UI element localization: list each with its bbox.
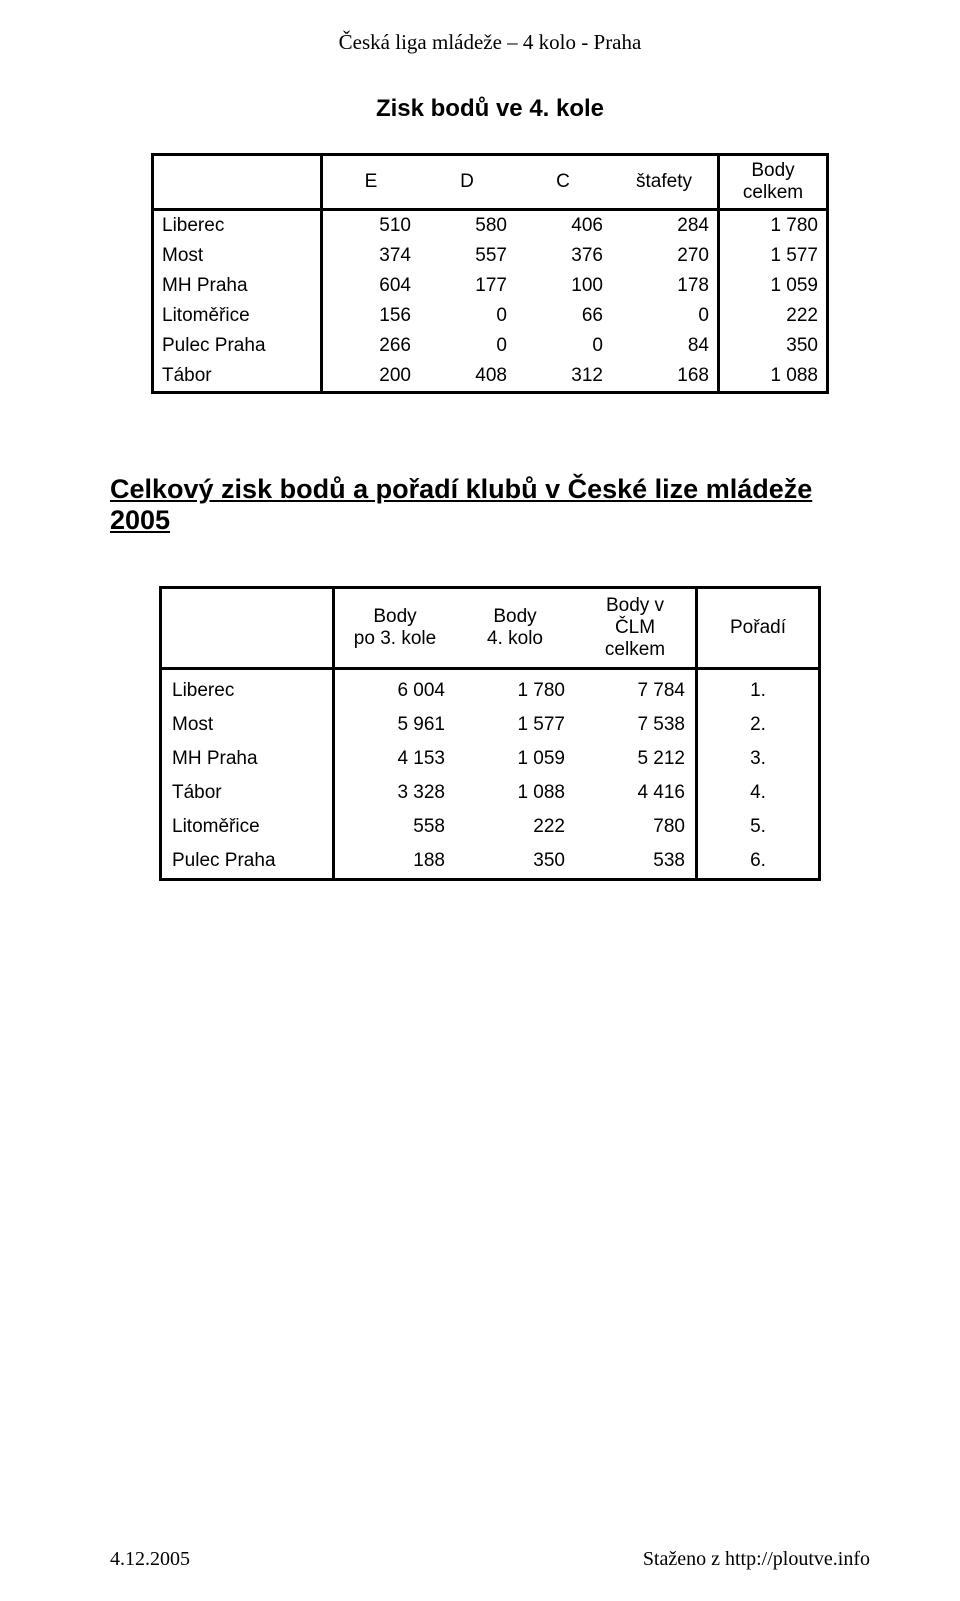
row-label: Most [153,241,322,271]
cell: 270 [611,241,719,271]
table-row: Most 374 557 376 270 1 577 [153,241,828,271]
cell: 156 [322,301,420,331]
row-label: Litoměřice [161,810,334,844]
cell: 510 [322,210,420,242]
table-row: MH Praha 604 177 100 178 1 059 [153,271,828,301]
cell: 0 [419,301,515,331]
table-row: Tábor 3 328 1 088 4 416 4. [161,776,820,810]
cell: 1 088 [719,361,828,393]
cell: 2. [697,708,820,742]
ranking-table: Body po 3. kole Body 4. kolo Body v ČLM … [159,586,821,881]
cell: 222 [719,301,828,331]
cell: 284 [611,210,719,242]
row-label: MH Praha [153,271,322,301]
cell: 557 [419,241,515,271]
table-row: MH Praha 4 153 1 059 5 212 3. [161,742,820,776]
row-label: Liberec [161,674,334,708]
cell: 188 [334,844,456,880]
table-row: Tábor 200 408 312 168 1 088 [153,361,828,393]
cell: 408 [419,361,515,393]
cell: 1 577 [719,241,828,271]
cell: 5. [697,810,820,844]
cell: 7 784 [575,674,697,708]
col-header: štafety [611,155,719,210]
row-label: Tábor [153,361,322,393]
page: Česká liga mládeže – 4 kolo - Praha Zisk… [0,0,960,1601]
cell: 168 [611,361,719,393]
table1-title: Zisk bodů ve 4. kole [110,95,870,123]
cell: 374 [322,241,420,271]
cell: 3. [697,742,820,776]
cell: 177 [419,271,515,301]
cell: 0 [611,301,719,331]
cell: 558 [334,810,456,844]
col-header: Pořadí [697,588,820,669]
cell: 6. [697,844,820,880]
row-label: Pulec Praha [161,844,334,880]
cell: 350 [455,844,575,880]
cell: 604 [322,271,420,301]
row-label: Liberec [153,210,322,242]
cell: 1 780 [719,210,828,242]
cell: 3 328 [334,776,456,810]
cell: 1 577 [455,708,575,742]
page-footer: 4.12.2005 Staženo z http://ploutve.info [110,1548,870,1571]
row-label: Pulec Praha [153,331,322,361]
cell: 84 [611,331,719,361]
cell: 5 212 [575,742,697,776]
footer-date: 4.12.2005 [110,1548,190,1571]
cell: 5 961 [334,708,456,742]
cell: 266 [322,331,420,361]
page-header: Česká liga mládeže – 4 kolo - Praha [110,30,870,55]
table-row: Most 5 961 1 577 7 538 2. [161,708,820,742]
cell: 780 [575,810,697,844]
col-header: Body celkem [719,155,828,210]
col-header: C [515,155,611,210]
table-row: Body po 3. kole Body 4. kolo Body v ČLM … [161,588,820,669]
col-header: E [322,155,420,210]
points-table: E D C štafety Body celkem Liberec 510 58… [151,153,829,394]
table-row: Liberec 510 580 406 284 1 780 [153,210,828,242]
cell: 7 538 [575,708,697,742]
col-header: D [419,155,515,210]
cell: 0 [515,331,611,361]
footer-source: Staženo z http://ploutve.info [643,1548,870,1571]
col-header: Body po 3. kole [334,588,456,669]
cell: 1. [697,674,820,708]
table-row: Litoměřice 558 222 780 5. [161,810,820,844]
cell: 1 059 [719,271,828,301]
cell: 4 416 [575,776,697,810]
table-row: Liberec 6 004 1 780 7 784 1. [161,674,820,708]
cell: 1 059 [455,742,575,776]
cell: 580 [419,210,515,242]
cell: 538 [575,844,697,880]
table-row: E D C štafety Body celkem [153,155,828,210]
row-label: Most [161,708,334,742]
cell: 376 [515,241,611,271]
cell: 1 088 [455,776,575,810]
table-row: Pulec Praha 188 350 538 6. [161,844,820,880]
col-header: Body v ČLM celkem [575,588,697,669]
cell: 1 780 [455,674,575,708]
cell: 0 [419,331,515,361]
col-header: Body 4. kolo [455,588,575,669]
cell: 406 [515,210,611,242]
cell: 66 [515,301,611,331]
cell: 4. [697,776,820,810]
cell: 178 [611,271,719,301]
cell: 222 [455,810,575,844]
row-label: MH Praha [161,742,334,776]
table-row: Pulec Praha 266 0 0 84 350 [153,331,828,361]
row-label: Litoměřice [153,301,322,331]
section-title: Celkový zisk bodů a pořadí klubů v České… [110,474,870,536]
cell: 312 [515,361,611,393]
table-row: Litoměřice 156 0 66 0 222 [153,301,828,331]
cell: 100 [515,271,611,301]
cell: 4 153 [334,742,456,776]
cell: 6 004 [334,674,456,708]
cell: 350 [719,331,828,361]
row-label: Tábor [161,776,334,810]
cell: 200 [322,361,420,393]
